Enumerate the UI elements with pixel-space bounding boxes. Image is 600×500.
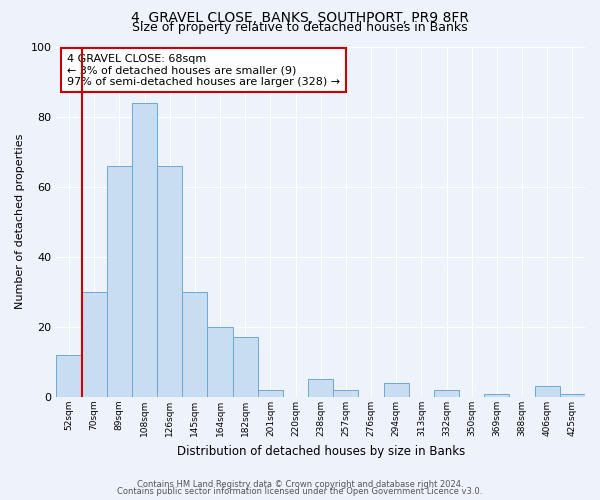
Text: Contains public sector information licensed under the Open Government Licence v3: Contains public sector information licen…	[118, 487, 482, 496]
Text: Contains HM Land Registry data © Crown copyright and database right 2024.: Contains HM Land Registry data © Crown c…	[137, 480, 463, 489]
Bar	[333, 390, 358, 397]
Bar	[208, 327, 233, 397]
X-axis label: Distribution of detached houses by size in Banks: Distribution of detached houses by size …	[176, 444, 465, 458]
Bar	[383, 383, 409, 397]
Bar	[434, 390, 459, 397]
Text: Size of property relative to detached houses in Banks: Size of property relative to detached ho…	[132, 21, 468, 34]
Text: 4 GRAVEL CLOSE: 68sqm
← 3% of detached houses are smaller (9)
97% of semi-detach: 4 GRAVEL CLOSE: 68sqm ← 3% of detached h…	[67, 54, 340, 86]
Bar	[56, 355, 82, 397]
Bar	[82, 292, 107, 397]
Bar	[560, 394, 585, 397]
Bar	[157, 166, 182, 397]
Bar	[484, 394, 509, 397]
Bar	[132, 102, 157, 397]
Bar	[107, 166, 132, 397]
Bar	[535, 386, 560, 397]
Bar	[182, 292, 208, 397]
Text: 4, GRAVEL CLOSE, BANKS, SOUTHPORT, PR9 8FR: 4, GRAVEL CLOSE, BANKS, SOUTHPORT, PR9 8…	[131, 11, 469, 25]
Bar	[233, 338, 258, 397]
Bar	[308, 380, 333, 397]
Y-axis label: Number of detached properties: Number of detached properties	[15, 134, 25, 310]
Bar	[258, 390, 283, 397]
